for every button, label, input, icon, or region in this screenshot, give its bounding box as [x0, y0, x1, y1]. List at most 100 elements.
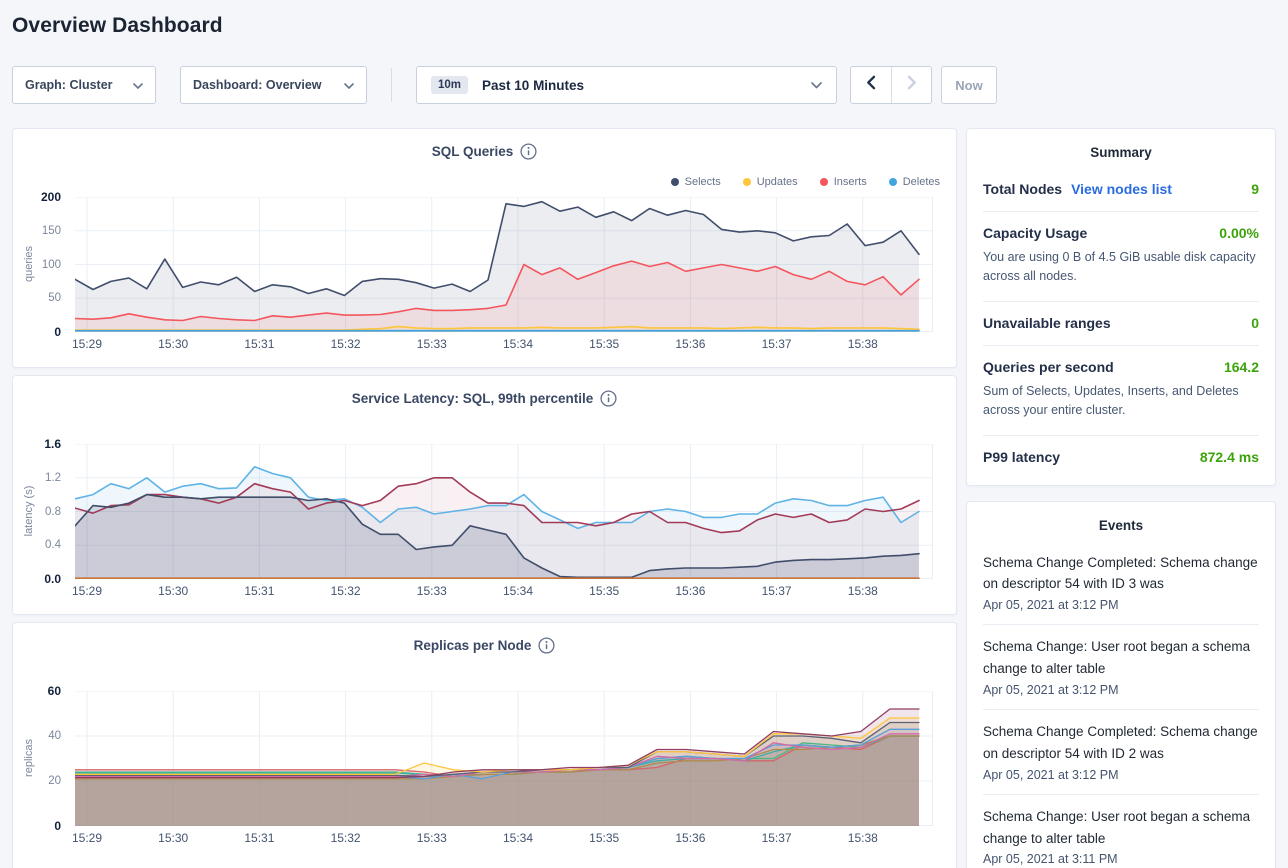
unavailable-ranges-value: 0: [1251, 314, 1259, 331]
x-tick-label: 15:36: [675, 337, 706, 351]
legend-item-deletes: Deletes: [888, 176, 940, 188]
summary-row-p99: P99 latency 872.4 ms: [983, 434, 1259, 479]
legend-label: Inserts: [833, 176, 867, 188]
legend-label: Selects: [684, 176, 721, 188]
chevron-right-icon: [907, 75, 917, 95]
service-latency-chart-panel: Service Latency: SQL, 99th percentile la…: [12, 375, 957, 615]
x-tick-label: 15:33: [416, 831, 447, 845]
legend-item-selects: Selects: [670, 176, 721, 188]
legend-dot: [888, 178, 897, 186]
qps-value: 164.2: [1223, 358, 1259, 375]
event-timestamp: Apr 05, 2021 at 3:12 PM: [983, 598, 1119, 613]
x-tick-label: 15:37: [761, 584, 792, 598]
time-forward-button[interactable]: [891, 67, 931, 103]
time-range-badge: 10m: [431, 76, 469, 94]
y-tick-label: 1.6: [44, 437, 61, 451]
event-item[interactable]: Schema Change: User root began a schema …: [983, 624, 1259, 709]
time-back-button[interactable]: [851, 67, 891, 103]
summary-panel: Summary Total Nodes View nodes list 9 Ca…: [966, 128, 1276, 486]
p99-latency-value: 872.4 ms: [1199, 448, 1259, 465]
y-tick-label: 0.8: [45, 505, 61, 518]
chevron-down-icon: [133, 78, 143, 92]
chart-title: Service Latency: SQL, 99th percentile: [351, 391, 594, 406]
dashboard-controls: Graph: Cluster Dashboard: Overview 10m P…: [12, 66, 1276, 104]
chart-legend: Selects Updates Inserts Deletes: [670, 176, 940, 188]
y-tick-label: 1.2: [45, 471, 61, 484]
charts-column: SQL Queries Selects Updates Inserts Deletes…: [12, 128, 957, 868]
legend-dot: [742, 178, 751, 186]
sql-queries-plot: [74, 196, 933, 333]
event-item[interactable]: Schema Change Completed: Schema change o…: [983, 541, 1259, 625]
summary-title: Summary: [1090, 145, 1152, 160]
x-tick-label: 15:33: [416, 584, 447, 598]
summary-row-total-nodes: Total Nodes View nodes list 9: [983, 168, 1259, 211]
legend-item-updates: Updates: [742, 176, 798, 188]
event-item[interactable]: Schema Change: User root began a schema …: [983, 793, 1259, 868]
dashboard-dropdown-label: Dashboard: Overview: [193, 78, 322, 92]
event-item[interactable]: Schema Change Completed: Schema change o…: [983, 708, 1259, 794]
y-tick-label: 0.4: [45, 539, 61, 552]
legend-dot: [670, 178, 679, 186]
info-icon[interactable]: [538, 637, 555, 657]
view-nodes-list-link[interactable]: View nodes list: [1071, 181, 1172, 197]
unavailable-ranges-label: Unavailable ranges: [983, 314, 1111, 331]
event-timestamp: Apr 05, 2021 at 3:12 PM: [983, 682, 1119, 697]
summary-row-qps: Queries per second 164.2 Sum of Selects,…: [983, 344, 1259, 435]
chart-plot-svg: [74, 690, 933, 827]
x-axis-ticks: 15:29 15:30 15:31 15:32 15:33 15:34 15:35 15:36…: [72, 337, 933, 355]
now-button[interactable]: Now: [941, 66, 997, 104]
x-tick-label: 15:37: [761, 831, 792, 845]
x-tick-label: 15:31: [244, 831, 275, 845]
x-tick-label: 15:35: [589, 584, 620, 598]
events-title: Events: [1098, 517, 1144, 533]
x-tick-label: 15:29: [71, 831, 103, 845]
legend-item-inserts: Inserts: [819, 176, 867, 188]
x-tick-label: 15:31: [244, 337, 275, 351]
qps-label: Queries per second: [983, 358, 1114, 375]
controls-divider: [391, 68, 392, 102]
y-axis-ticks: 0.0 0.4 0.8 1.2 1.6: [13, 437, 69, 586]
x-tick-label: 15:29: [71, 337, 103, 351]
p99-latency-label: P99 latency: [983, 448, 1061, 465]
x-tick-label: 15:38: [847, 584, 878, 598]
y-axis-ticks: 0 20 40 60: [13, 684, 69, 833]
event-message: Schema Change Completed: Schema change o…: [983, 554, 1258, 592]
side-column: Summary Total Nodes View nodes list 9 Ca…: [966, 128, 1276, 868]
replicas-per-node-chart-panel: Replicas per Node replicas 0 20 40 60 15:29…: [12, 622, 957, 868]
qps-description: Sum of Selects, Updates, Inserts, and De…: [983, 383, 1239, 418]
x-axis-ticks: 15:29 15:30 15:31 15:32 15:33 15:34 15:35 15:36…: [72, 831, 933, 849]
graph-scope-label: Graph: Cluster: [25, 78, 113, 92]
capacity-usage-label: Capacity Usage: [983, 225, 1088, 241]
capacity-usage-description: You are using 0 B of 4.5 GiB usable disk…: [983, 250, 1256, 284]
x-tick-label: 15:38: [847, 831, 878, 845]
x-tick-label: 15:35: [589, 337, 620, 351]
replicas-per-node-plot: [74, 690, 933, 827]
dashboard-dropdown[interactable]: Dashboard: Overview: [180, 66, 367, 104]
chevron-left-icon: [866, 75, 876, 95]
x-tick-label: 15:33: [416, 337, 447, 351]
event-timestamp: Apr 05, 2021 at 3:12 PM: [983, 767, 1119, 782]
time-range-picker[interactable]: 10m Past 10 Minutes: [416, 66, 837, 104]
event-message: Schema Change Completed: Schema change o…: [983, 723, 1258, 761]
chevron-down-icon: [811, 76, 822, 94]
y-tick-label: 40: [48, 730, 61, 742]
y-tick-label: 0.0: [44, 572, 61, 586]
total-nodes-label: Total Nodes: [983, 181, 1063, 197]
info-icon[interactable]: [600, 390, 617, 410]
event-timestamp: Apr 05, 2021 at 3:11 PM: [983, 852, 1118, 867]
chart-plot-svg: [74, 196, 933, 333]
y-tick-label: 60: [47, 684, 61, 698]
page-title: Overview Dashboard: [12, 14, 223, 37]
graph-scope-dropdown[interactable]: Graph: Cluster: [12, 66, 156, 104]
chevron-down-icon: [344, 78, 354, 92]
chart-title: SQL Queries: [431, 144, 514, 159]
dashboard-content: SQL Queries Selects Updates Inserts Deletes…: [12, 128, 1276, 868]
y-tick-label: 150: [41, 224, 61, 237]
events-panel: Events Schema Change Completed: Schema c…: [966, 500, 1276, 868]
x-tick-label: 15:32: [330, 831, 361, 845]
y-tick-label: 200: [40, 190, 61, 204]
chart-title: Replicas per Node: [413, 638, 532, 653]
total-nodes-value: 9: [1251, 181, 1259, 197]
info-icon[interactable]: [520, 143, 537, 163]
y-tick-label: 20: [48, 775, 61, 787]
